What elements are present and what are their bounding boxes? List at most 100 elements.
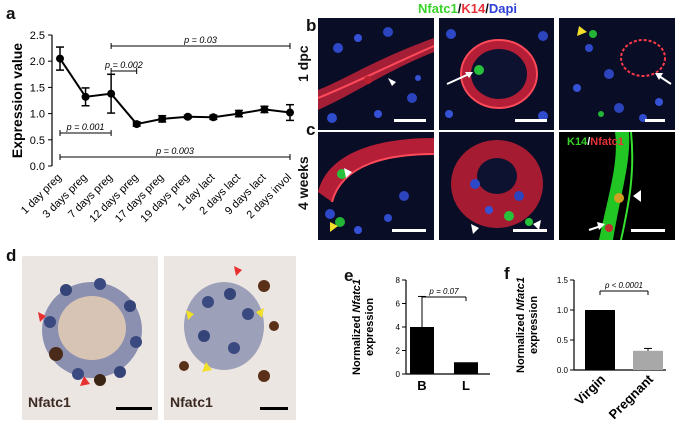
micrograph-c3-image [559, 132, 675, 240]
scale-bar [631, 229, 665, 232]
ihc-image-2: Nfatc1 [164, 256, 296, 420]
p-value-label: p = 0.03 [183, 35, 217, 45]
x-tick-label: Virgin [572, 371, 609, 408]
y-axis-label: Expression value [9, 43, 25, 158]
arrow-icon [658, 75, 672, 85]
y-tick-label: 1.5 [30, 82, 45, 94]
y-tick-label: 4 [396, 323, 401, 332]
arrowhead-icon [633, 190, 641, 202]
y-tick-label: 1.0 [30, 109, 45, 121]
scale-bar [116, 407, 152, 410]
arrowhead-icon [388, 78, 396, 86]
inset-legend: K14/Nfatc1 [567, 136, 624, 148]
row-label-1dpc: 1 dpc [295, 45, 311, 82]
micrograph-b1-image [318, 18, 434, 130]
data-point [286, 108, 294, 117]
y-tick-label: 1.5 [557, 276, 569, 285]
panel-letter-c: c [306, 120, 316, 139]
ihc-label-1: Nfatc1 [28, 394, 71, 410]
x-tick-label: L [462, 378, 470, 393]
micrograph-b2 [439, 18, 554, 130]
ihc-image-1-drawing [22, 256, 158, 420]
yellow-arrowhead-icon [577, 26, 587, 36]
bar [633, 350, 663, 370]
fluorescence-title: Nfatc1/K14/Dapi [418, 1, 517, 16]
data-point [183, 112, 192, 121]
scale-bar [260, 407, 288, 410]
p-value-label: p = 0.003 [155, 146, 194, 156]
y-tick-label: 8 [396, 276, 401, 285]
y-axis-label-gene: Nfatc1 [351, 279, 363, 313]
data-point [81, 92, 90, 101]
panel-letter-f: f [504, 264, 510, 283]
p-value-label: p < 0.0001 [604, 281, 643, 290]
y-axis-label-gene: Nfatc1 [515, 277, 527, 311]
p-value-label: p = 0.001 [66, 122, 105, 132]
micrograph-c2 [439, 132, 554, 240]
p-value-label: p = 0.002 [104, 60, 143, 70]
scale-bar [392, 229, 426, 232]
scale-bar [394, 119, 426, 122]
data-point [260, 105, 269, 114]
data-point [56, 54, 64, 63]
x-tick-label: Pregnant [606, 371, 657, 422]
scale-bar [513, 229, 547, 232]
micrograph-c2-image [439, 132, 554, 240]
y-tick-label: 2.0 [30, 56, 45, 68]
ihc-label-2: Nfatc1 [170, 394, 213, 410]
data-point [209, 113, 218, 122]
y-tick-label: 0.0 [557, 366, 569, 375]
yellow-arrowhead-icon [186, 310, 194, 320]
title-sep-2: / [485, 1, 489, 16]
y-tick-label: 2 [396, 347, 401, 356]
panel-letter-a: a [6, 4, 16, 23]
y-axis-label-part: Normalized [515, 311, 527, 373]
ihc-image-2-drawing [164, 256, 296, 420]
data-point [107, 89, 116, 98]
bar [454, 362, 478, 374]
scale-bar [645, 119, 665, 122]
series-line [59, 58, 291, 126]
title-sep-1: / [457, 1, 462, 16]
y-axis-label-part: Normalized [351, 313, 363, 375]
title-dapi: Dapi [488, 1, 518, 16]
y-tick-label: 0.0 [30, 161, 45, 173]
micrograph-c3: K14/Nfatc1 [559, 132, 675, 240]
micrograph-b2-image [439, 18, 554, 130]
panel-letter-b: b [306, 16, 317, 35]
inset-k14: K14 [567, 136, 588, 148]
y-axis-label: Normalized Nfatc1 [351, 279, 363, 375]
bar [585, 310, 615, 370]
title-k14: K14 [461, 1, 486, 16]
p-value-label: p = 0.07 [428, 287, 459, 296]
y-axis-label-line2: expression [528, 296, 540, 354]
data-point [158, 114, 167, 123]
micrograph-c1 [318, 132, 434, 240]
panel-letter-d: d [6, 246, 17, 265]
panel-letter-e: e [344, 266, 354, 285]
data-point [132, 120, 141, 129]
inset-sep: / [587, 136, 591, 148]
data-point [234, 109, 243, 118]
micrograph-c1-image [318, 132, 434, 240]
y-tick-label: 0.5 [30, 135, 45, 147]
inset-nfatc1: Nfatc1 [590, 136, 624, 148]
row-label-4weeks: 4 weeks [295, 156, 311, 210]
micrograph-b1 [318, 18, 434, 130]
y-tick-label: 0.5 [557, 336, 569, 345]
y-tick-label: 1.0 [557, 306, 569, 315]
x-tick-label: B [417, 378, 426, 393]
y-axis-label-line2: expression [364, 298, 376, 356]
title-nfatc1: Nfatc1 [418, 1, 458, 16]
arrowhead-icon [533, 220, 541, 230]
bar [410, 327, 434, 374]
yellow-arrowhead-icon [330, 222, 338, 232]
red-arrowhead-icon [38, 312, 46, 322]
y-tick-label: 6 [396, 300, 401, 309]
micrograph-b3-image [559, 18, 675, 130]
y-tick-label: 2.5 [30, 30, 45, 42]
ihc-image-1: Nfatc1 [22, 256, 158, 420]
